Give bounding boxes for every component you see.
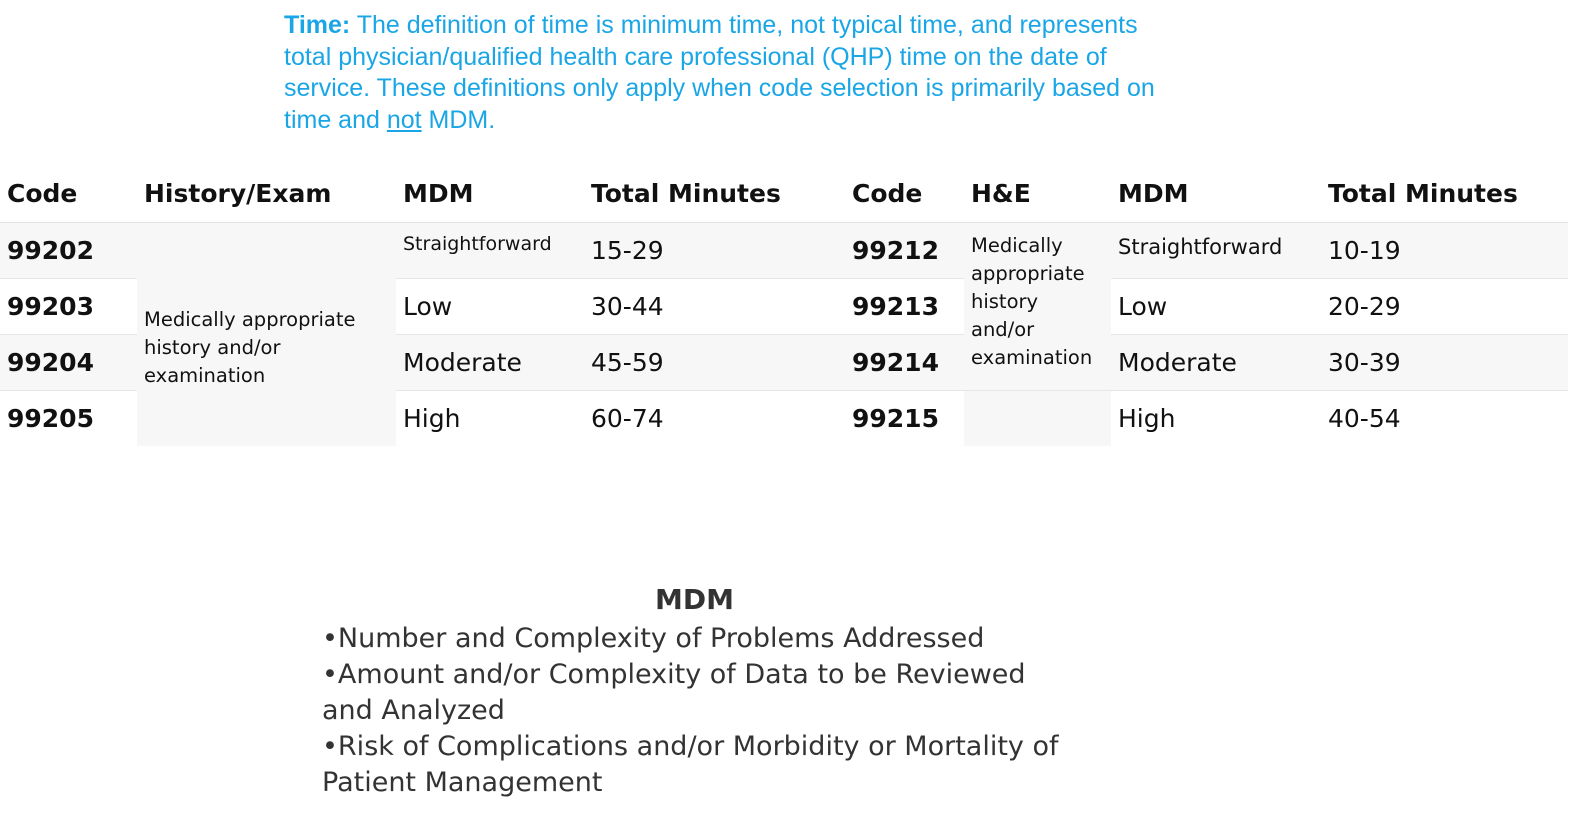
minutes-new-cell: 15-29 (584, 222, 845, 278)
minutes-established-cell: 20-29 (1321, 277, 1568, 334)
code-new-cell: 99205 (0, 389, 137, 446)
em-code-table: Code History/Exam MDM Total Minutes Code… (0, 166, 1568, 446)
code-new-cell: 99204 (0, 333, 137, 390)
code-new-cell: 99203 (0, 277, 137, 334)
table-row: 99205 High 60-74 99215 High 40-54 (0, 389, 1568, 446)
minutes-established-cell: 40-54 (1321, 389, 1568, 446)
table-row: 99202 Medically appropriate history and/… (0, 222, 1568, 446)
code-established-cell: 99212 (845, 222, 964, 278)
header-history-exam: History/Exam (137, 166, 396, 223)
minutes-new-cell: 45-59 (584, 333, 845, 390)
table-header-row: Code History/Exam MDM Total Minutes Code… (0, 166, 1568, 223)
time-definition-text: The definition of time is minimum time, … (284, 11, 1155, 134)
list-item: •Number and Complexity of Problems Addre… (322, 623, 985, 654)
mdm-established-cell: Moderate (1111, 333, 1321, 390)
time-label: Time: (284, 11, 351, 39)
code-established-cell: 99214 (845, 333, 964, 390)
mdm-new-cell: Straightforward (396, 222, 584, 278)
list-item: •Risk of Complications and/or Morbidity … (322, 731, 1059, 798)
minutes-new-cell: 30-44 (584, 277, 845, 334)
mdm-new-cell: Moderate (396, 333, 584, 390)
mdm-established-cell: Low (1111, 277, 1321, 334)
header-total-minutes-new: Total Minutes (584, 166, 845, 223)
mdm-established-cell: Straightforward (1111, 222, 1321, 278)
header-code-new: Code (0, 166, 137, 223)
header-mdm-new: MDM (396, 166, 584, 223)
list-item: •Amount and/or Complexity of Data to be … (322, 659, 1026, 726)
underlined-not: not (386, 105, 422, 134)
minutes-new-cell: 60-74 (584, 389, 845, 446)
minutes-established-cell: 10-19 (1321, 222, 1568, 278)
table-row: 99203 Low 30-44 99213 Low 20-29 (0, 277, 1568, 334)
header-code-established: Code (845, 166, 964, 223)
minutes-established-cell: 30-39 (1321, 333, 1568, 390)
header-h-and-e: H&E (964, 166, 1111, 223)
code-established-cell: 99213 (845, 277, 964, 334)
new-patient-history-cell: Medically appropriate history and/or exa… (137, 222, 396, 446)
time-definition-paragraph: Time: The definition of time is minimum … (284, 10, 1184, 136)
mdm-components-title: MDM (655, 583, 734, 616)
time-definition-end: MDM. (421, 105, 496, 134)
mdm-components-list: •Number and Complexity of Problems Addre… (322, 621, 1082, 801)
table-row: 99204 Moderate 45-59 99214 Moderate 30-3… (0, 333, 1568, 390)
mdm-established-cell: High (1111, 389, 1321, 446)
established-patient-history-cell: Medically appropriate history and/or exa… (964, 222, 1111, 390)
code-established-cell: 99215 (845, 389, 964, 446)
established-history-filler-cell (964, 389, 1111, 446)
mdm-new-cell: High (396, 389, 584, 446)
code-new-cell: 99202 (0, 222, 137, 278)
header-mdm-established: MDM (1111, 166, 1321, 223)
header-total-minutes-established: Total Minutes (1321, 166, 1568, 223)
mdm-new-cell: Low (396, 277, 584, 334)
